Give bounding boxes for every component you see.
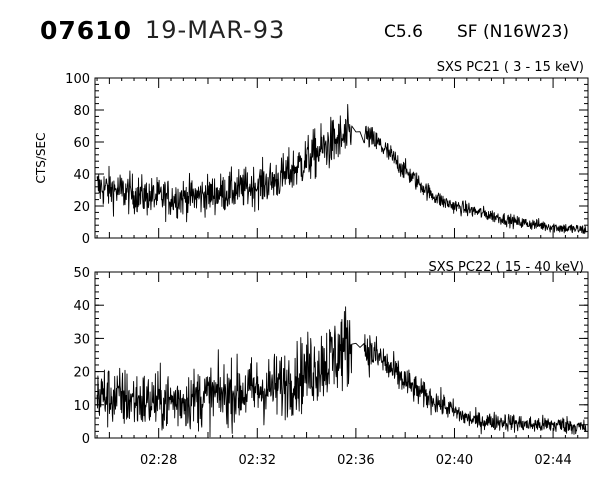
event-location: SF (N16W23) [457, 22, 570, 42]
y-tick-label: 60 [73, 136, 90, 151]
y-axis-label: CTS/SEC [34, 133, 48, 184]
series-line-1 [96, 306, 587, 438]
x-tick-label: 02:32 [239, 453, 276, 468]
y-tick-label: 20 [73, 366, 90, 381]
y-tick-label: 30 [73, 332, 90, 347]
plot-frame [94, 271, 589, 439]
series-line-1 [96, 103, 587, 235]
panel-title: SXS PC22 ( 15 - 40 keV) [428, 260, 584, 275]
y-tick-label: 10 [73, 399, 90, 414]
plot-frame [94, 77, 589, 239]
y-tick-label: 0 [82, 232, 90, 247]
x-tick-label: 02:40 [436, 453, 473, 468]
y-tick-label: 20 [73, 200, 90, 215]
chart-panel-1: 0 20 40 60 80 100 SXS PC21 ( 3 - 15 keV) CTS/SE… [34, 60, 589, 247]
y-tick-label: 40 [73, 168, 90, 183]
goes-class: C5.6 [384, 22, 423, 42]
chart-panel-2: 0 10 20 30 40 50 02:28 02:32 02:36 02:40 02:44 SXS … [73, 260, 589, 468]
y-tick-label: 40 [73, 299, 90, 314]
y-tick-label: 0 [82, 432, 90, 447]
x-tick-label: 02:28 [140, 453, 177, 468]
y-tick-label: 100 [65, 72, 90, 87]
panel-title: SXS PC21 ( 3 - 15 keV) [437, 60, 584, 75]
x-tick-label: 02:44 [534, 453, 571, 468]
event-id: 07610 [40, 16, 132, 45]
y-tick-label: 50 [73, 266, 90, 281]
event-date: 19-MAR-93 [145, 16, 286, 44]
y-tick-label: 80 [73, 104, 90, 119]
x-tick-label: 02:36 [337, 453, 374, 468]
